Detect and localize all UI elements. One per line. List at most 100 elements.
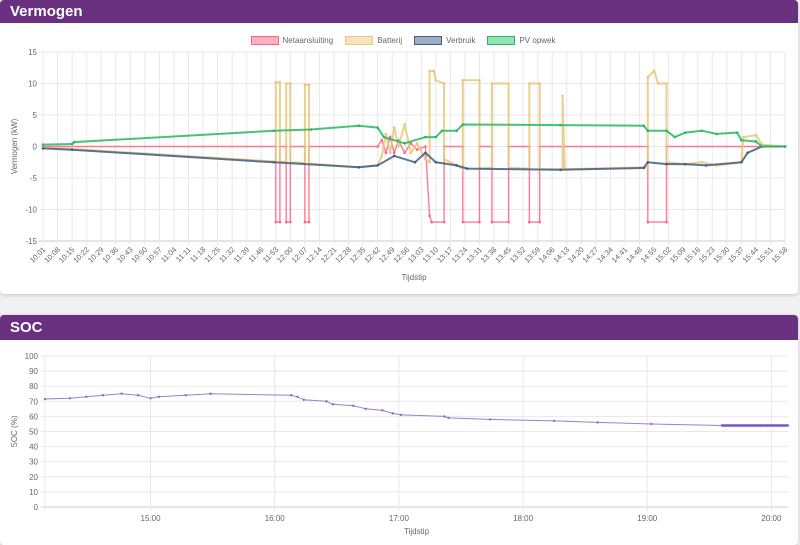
data-point [455, 129, 458, 133]
data-point [331, 403, 334, 406]
data-point [656, 82, 660, 85]
data-point [447, 416, 450, 420]
data-point [415, 148, 419, 151]
data-point [382, 135, 386, 139]
data-point [434, 160, 438, 164]
data-point [289, 220, 292, 224]
data-point [409, 142, 413, 145]
data-point [149, 397, 152, 400]
data-point [399, 413, 403, 417]
data-point [528, 220, 531, 224]
y-tick-label: 10 [28, 80, 37, 89]
data-point [700, 160, 704, 164]
data-point [376, 145, 379, 148]
vermogen-chart: 151050-5-10-1510:0110:0810:1510:2210:291… [10, 48, 790, 282]
y-tick-label: -15 [25, 237, 37, 246]
soc-card: SOC 100 90 80 70 60 50 40 30 20 10 0 15:00 16:00 17:0… [0, 315, 798, 545]
legend-swatch [487, 36, 516, 45]
soc-card-title: SOC [0, 315, 798, 340]
data-point [434, 79, 438, 82]
x-tick-label: 16:00 [265, 514, 286, 523]
legend-item-netaansluiting[interactable]: Netaansluiting [250, 36, 333, 45]
data-point [403, 151, 406, 155]
data-point [442, 157, 446, 161]
data-point [746, 151, 749, 155]
data-point [461, 79, 465, 82]
data-point [735, 131, 739, 134]
series-line-netaansluiting [43, 134, 785, 223]
data-point [357, 165, 361, 169]
x-tick-label: 15:58 [770, 245, 790, 265]
data-point [507, 82, 510, 85]
data-point [642, 166, 645, 170]
soc-line [44, 393, 788, 426]
data-point [397, 145, 400, 148]
data-point [440, 129, 444, 133]
data-point [559, 123, 562, 127]
data-point [307, 220, 311, 224]
series-line-verbruik [42, 145, 785, 171]
legend-swatch [414, 36, 443, 45]
legend-label: PV opwek [519, 36, 556, 45]
data-point [461, 123, 465, 126]
legend-item-batterij[interactable]: Batterij [345, 36, 402, 45]
data-point [700, 129, 704, 133]
data-point [424, 157, 427, 161]
data-point [443, 415, 446, 418]
data-point [538, 220, 542, 224]
data-point [507, 220, 510, 224]
x-tick-label: 20:00 [761, 514, 782, 523]
x-tick-label: 11:18 [188, 245, 207, 264]
data-point [646, 220, 650, 224]
data-point [376, 164, 379, 167]
legend-item-pv-opwek[interactable]: PV opwek [487, 36, 556, 45]
data-point [490, 220, 494, 224]
data-point [754, 133, 758, 137]
x-tick-label: 11:04 [159, 245, 178, 264]
data-point [380, 154, 384, 158]
data-point [415, 142, 419, 145]
y-tick-label: 100 [25, 352, 39, 361]
data-point [296, 395, 299, 398]
y-tick-label: 5 [33, 111, 38, 120]
data-point [388, 151, 392, 155]
legend-swatch [345, 36, 374, 45]
data-point [488, 418, 492, 421]
data-point [380, 138, 384, 142]
legend-item-verbruik[interactable]: Verbruik [414, 36, 475, 45]
data-point [392, 126, 396, 129]
x-tick-label: 11:25 [203, 245, 222, 264]
x-axis-title: Tijdstip [404, 527, 430, 536]
data-point [596, 421, 599, 424]
data-point [101, 394, 105, 397]
data-point [646, 129, 650, 133]
data-point [157, 395, 161, 398]
data-point [413, 160, 417, 164]
data-point [278, 80, 282, 84]
data-point [652, 69, 656, 73]
data-point [303, 83, 307, 87]
data-point [357, 124, 361, 128]
data-point [381, 409, 384, 412]
data-point [432, 69, 436, 73]
data-point [376, 126, 379, 129]
y-tick-label: 10 [29, 488, 38, 497]
data-point [665, 162, 668, 166]
data-point [442, 220, 446, 224]
data-point [120, 392, 123, 395]
data-point [284, 82, 288, 85]
data-point [754, 140, 758, 143]
data-point [650, 422, 653, 426]
x-tick-label: 15:00 [141, 514, 162, 523]
data-point [307, 83, 311, 87]
data-point [403, 142, 406, 145]
data-point [478, 220, 481, 224]
data-point [388, 135, 392, 139]
data-point [274, 80, 278, 84]
y-axis-title: Vermogen (kW) [10, 118, 19, 174]
data-point [665, 160, 668, 164]
y-tick-label: 60 [29, 412, 38, 421]
data-point [665, 82, 668, 85]
data-point [428, 69, 431, 73]
